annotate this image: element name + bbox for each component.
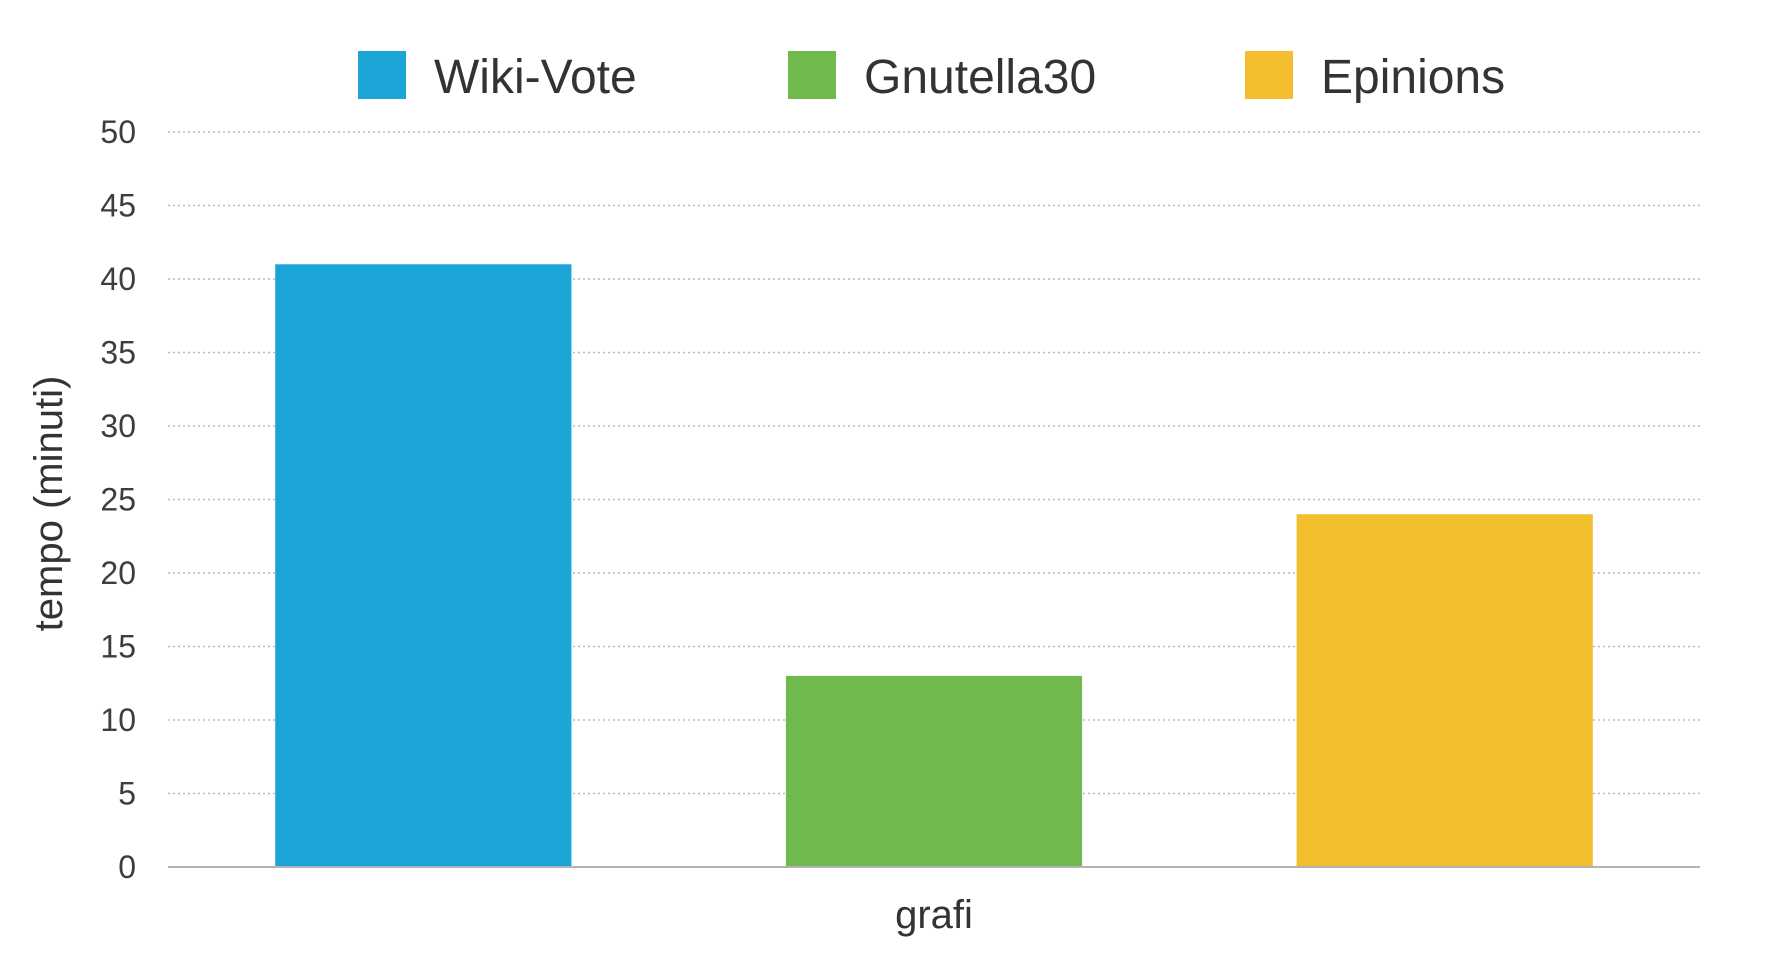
y-tick-label: 20 [100, 555, 136, 591]
legend-item-gnutella30: Gnutella30 [788, 51, 1096, 104]
legend-label: Wiki-Vote [434, 51, 637, 104]
y-axis-title: tempo (minuti) [27, 376, 71, 632]
y-tick-label: 25 [100, 482, 136, 518]
y-tick-label: 35 [100, 335, 136, 371]
y-tick-label: 15 [100, 629, 136, 665]
y-axis-ticks: 0 5 10 15 20 25 30 35 40 45 50 [100, 114, 136, 885]
legend-label: Gnutella30 [864, 51, 1096, 104]
legend-swatch [1245, 51, 1293, 99]
y-tick-label: 50 [100, 114, 136, 150]
y-tick-label: 5 [118, 776, 136, 812]
bars [275, 264, 1593, 867]
y-tick-label: 30 [100, 408, 136, 444]
y-tick-label: 45 [100, 188, 136, 224]
bar-wiki-vote [275, 264, 572, 867]
legend: Wiki-Vote Gnutella30 Epinions [358, 51, 1505, 104]
bar-epinions [1296, 514, 1593, 867]
bar-gnutella30 [785, 675, 1083, 867]
y-tick-label: 10 [100, 702, 136, 738]
y-tick-label: 0 [118, 849, 136, 885]
y-tick-label: 40 [100, 261, 136, 297]
legend-swatch [358, 51, 406, 99]
legend-item-epinions: Epinions [1245, 51, 1505, 104]
legend-label: Epinions [1321, 51, 1505, 104]
x-axis-title: grafi [895, 893, 973, 937]
legend-swatch [788, 51, 836, 99]
legend-item-wiki-vote: Wiki-Vote [358, 51, 637, 104]
